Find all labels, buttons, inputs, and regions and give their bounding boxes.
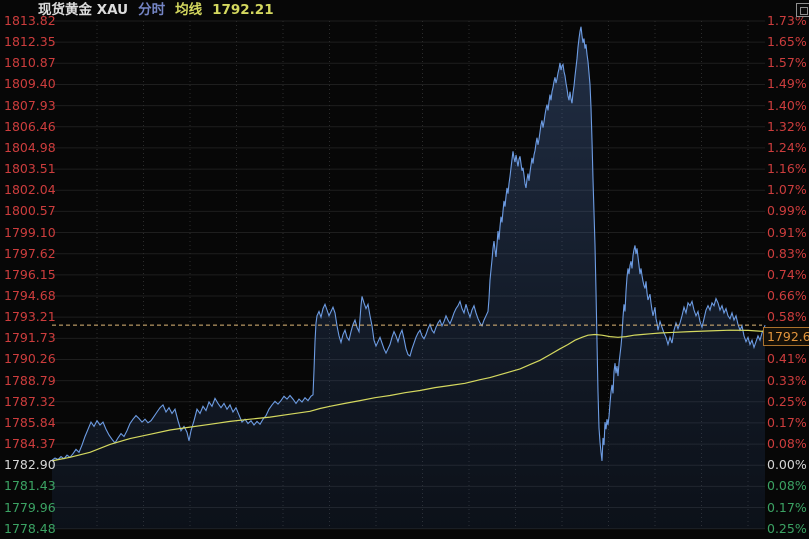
mode-label-intraday[interactable]: 分时 (138, 2, 166, 18)
price-tick-label: 1807.93 (4, 97, 56, 113)
price-tick-label: 1791.73 (4, 330, 56, 346)
percent-tick-label: 0.00% (767, 457, 807, 473)
price-tick-label: 1784.37 (4, 436, 56, 452)
percent-tick-label: 1.65% (767, 34, 807, 50)
price-tick-label: 1787.32 (4, 393, 56, 409)
percent-tick-label: 0.25% (767, 520, 807, 536)
instrument-title: 现货黄金 XAU (38, 2, 129, 18)
price-tick-label: 1781.43 (4, 478, 56, 494)
price-tick-label: 1793.21 (4, 309, 56, 325)
price-tick-label: 1779.96 (4, 499, 56, 515)
price-line (51, 26, 766, 461)
price-tick-label: 1782.90 (4, 457, 56, 473)
percent-tick-label: 1.73% (767, 13, 807, 28)
price-tick-label: 1802.04 (4, 182, 56, 198)
price-tick-label: 1799.10 (4, 224, 56, 240)
percent-tick-label: 0.25% (767, 393, 807, 409)
percent-tick-label: 1.40% (767, 97, 807, 113)
chart-header: 现货黄金 XAU 分时 均线 1792.21 (38, 2, 284, 19)
price-tick-label: 1797.62 (4, 245, 56, 261)
percent-tick-label: 1.07% (767, 182, 807, 198)
percent-tick-label: 0.83% (767, 245, 807, 261)
percent-tick-label: 0.08% (767, 478, 807, 494)
ma-value: 1792.21 (212, 2, 274, 18)
price-tick-label: 1800.57 (4, 203, 56, 219)
price-tick-label: 1804.98 (4, 139, 56, 155)
price-tick-label: 1794.68 (4, 288, 56, 303)
price-tick-label: 1788.79 (4, 372, 56, 388)
price-tick-label: 1810.87 (4, 55, 56, 71)
price-tick-label: 1806.46 (4, 118, 56, 134)
price-tick-label: 1803.51 (4, 161, 56, 177)
percent-tick-label: 0.74% (767, 266, 807, 282)
ma-line (51, 329, 766, 462)
percent-tick-label: 1.32% (767, 118, 807, 134)
price-tick-label: 1812.35 (4, 34, 56, 50)
price-tick-label: 1796.15 (4, 266, 56, 282)
percent-tick-label: 0.08% (767, 436, 807, 452)
price-tick-label: 1785.84 (4, 414, 56, 430)
last-price-badge: 1792.65 (763, 327, 809, 347)
price-area-fill (52, 26, 765, 529)
ma-label[interactable]: 均线 (175, 2, 203, 18)
percent-tick-label: 0.41% (767, 351, 807, 367)
percent-tick-label: 1.24% (767, 139, 807, 155)
percent-tick-label: 0.91% (767, 224, 807, 240)
price-tick-label: 1790.26 (4, 351, 56, 367)
price-tick-label: 1813.82 (4, 13, 56, 28)
percent-tick-label: 1.16% (767, 161, 807, 177)
percent-tick-label: 0.17% (767, 499, 807, 515)
price-tick-label: 1778.48 (4, 520, 56, 536)
percent-tick-label: 1.49% (767, 76, 807, 92)
percent-tick-label: 0.66% (767, 288, 807, 303)
percent-tick-label: 0.99% (767, 203, 807, 219)
percent-tick-label: 0.58% (767, 309, 807, 325)
window-expand-icon-inner (800, 7, 808, 15)
window-expand-icon[interactable] (796, 3, 809, 17)
percent-tick-label: 0.33% (767, 372, 807, 388)
percent-tick-label: 1.57% (767, 55, 807, 71)
percent-tick-label: 0.17% (767, 414, 807, 430)
price-tick-label: 1809.40 (4, 76, 56, 92)
